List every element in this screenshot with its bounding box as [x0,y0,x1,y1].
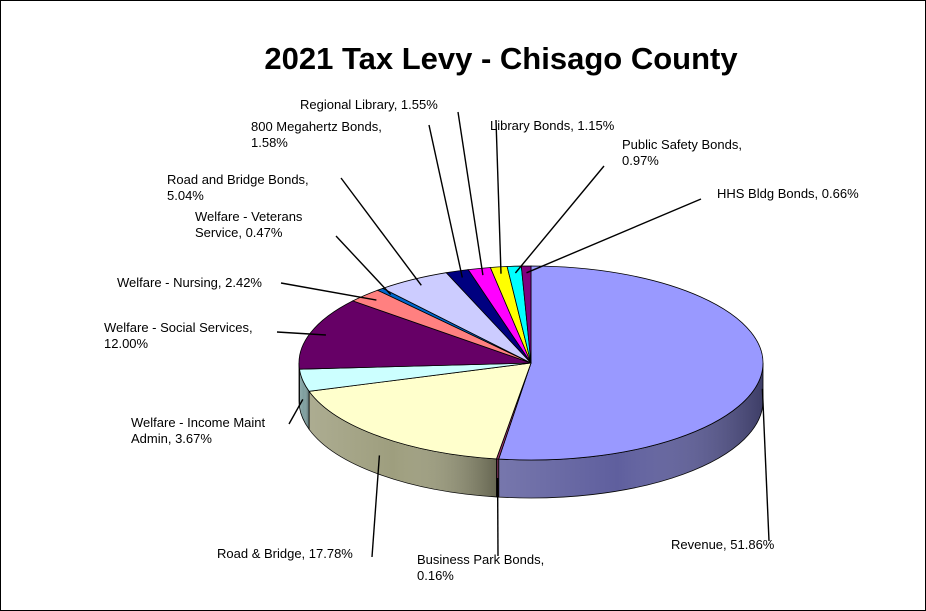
slice-labels: Revenue, 51.86% Business Park Bonds, 0.16%… [104,97,859,583]
leader-line-800-megahertz-bonds [428,124,463,278]
slice-label-library-bonds: Library Bonds, 1.15% [490,118,615,133]
slice-label-public-safety-bonds: Public Safety Bonds, 0.97% [622,137,742,168]
slice-revenue [498,265,764,461]
leader-line-regional-library [457,111,484,276]
slice-label-line: 5.04% [167,188,204,203]
slice-label-road-and-bridge: Road & Bridge, 17.78% [217,546,353,561]
slice-side-shade [498,363,763,498]
leader-line-road-and-bridge-bonds [340,177,422,286]
slice-side-shade [299,369,310,430]
slice-label-welfare-nursing: Welfare - Nursing, 2.42% [117,275,262,290]
slice-label-line: 1.58% [251,135,288,150]
slice-label-line: Revenue, 51.86% [671,537,775,552]
slice-label-road-and-bridge-bonds: Road and Bridge Bonds, 5.04% [167,172,309,203]
slice-label-welfare-social-services: Welfare - Social Services, 12.00% [104,320,253,351]
slice-label-business-park-bonds: Business Park Bonds, 0.16% [417,552,544,583]
leader-line-hhs-bldg-bonds [526,198,702,274]
leader-line-road-and-bridge [371,455,381,558]
slice-label-line: Welfare - Nursing, 2.42% [117,275,262,290]
slice-label-welfare-veterans-service: Welfare - Veterans Service, 0.47% [195,209,303,240]
slice-label-line: Business Park Bonds, [417,552,544,567]
slice-label-line: Road & Bridge, 17.78% [217,546,353,561]
slice-welfare-social-services [298,300,532,370]
slice-label-line: Regional Library, 1.55% [300,97,438,112]
pie-top [298,265,764,461]
slice-label-revenue: Revenue, 51.86% [671,537,775,552]
slice-label-line: Service, 0.47% [195,225,283,240]
slice-label-line: 0.16% [417,568,454,583]
leader-lines [276,111,770,558]
slice-label-regional-library: Regional Library, 1.55% [300,97,438,112]
slice-label-line: Welfare - Income Maint [131,415,266,430]
slice-label-hhs-bldg-bonds: HHS Bldg Bonds, 0.66% [717,186,859,201]
slice-label-welfare-income-maint-admin: Welfare - Income Maint Admin, 3.67% [131,415,266,446]
slice-label-line: 800 Megahertz Bonds, [251,119,382,134]
slice-label-line: Welfare - Social Services, [104,320,253,335]
slice-road-and-bridge [308,362,532,460]
leader-line-welfare-social-services [276,331,326,336]
slice-label-line: 0.97% [622,153,659,168]
slice-label-line: HHS Bldg Bonds, 0.66% [717,186,859,201]
leader-line-welfare-nursing [280,282,377,301]
leader-line-welfare-veterans-service [335,235,392,295]
slice-label-line: Admin, 3.67% [131,431,212,446]
slice-label-line: Welfare - Veterans [195,209,303,224]
leader-line-revenue [761,388,770,542]
leader-line-welfare-income-maint-admin [288,399,304,425]
leader-line-public-safety-bonds [514,165,605,274]
slice-label-line: Public Safety Bonds, [622,137,742,152]
slice-label-800-megahertz-bonds: 800 Megahertz Bonds, 1.58% [251,119,382,150]
leader-line-library-bonds [495,119,502,274]
chart-title: 2021 Tax Levy - Chisago County [264,41,738,76]
slice-label-line: Road and Bridge Bonds, [167,172,309,187]
slice-label-line: Library Bonds, 1.15% [490,118,615,133]
slice-label-line: 12.00% [104,336,149,351]
